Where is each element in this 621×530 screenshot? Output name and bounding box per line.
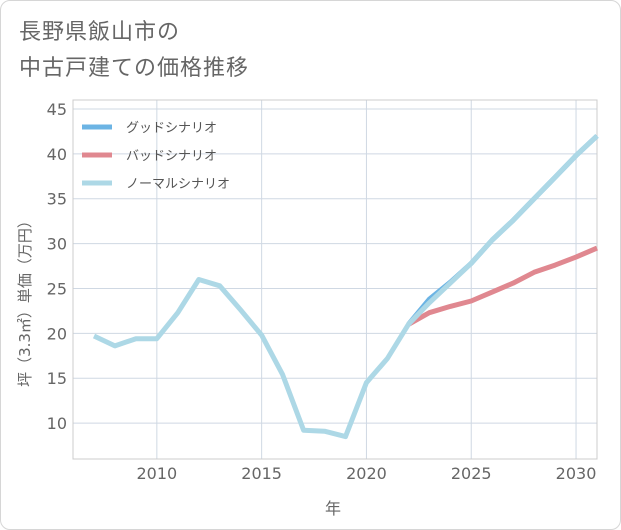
legend-label-3: ノーマルシナリオ [126,177,230,192]
series-line-2 [407,245,598,327]
x-tick-label-2020: 2020 [346,464,387,483]
chart-title: 長野県飯山市の 中古戸建ての価格推移 [19,15,249,87]
y-tick-label-20: 20 [47,324,67,343]
chart-title-line-1: 長野県飯山市の [19,20,181,45]
y-tick-label-40: 40 [47,145,67,164]
legend-label-2: バッドシナリオ [126,149,217,164]
y-tick-label-25: 25 [47,279,67,298]
y-tick-label-35: 35 [47,190,67,209]
x-tick-label-2025: 2025 [451,464,492,483]
y-axis-label: 坪（3.3㎡）単価（万円） [16,213,34,387]
x-tick-label-2015: 2015 [241,464,282,483]
chart-title-line-2: 中古戸建ての価格推移 [19,56,250,81]
x-axis-label: 年 [325,499,341,518]
x-tick-label-2010: 2010 [136,464,177,483]
series-lines [92,134,599,440]
legend-label-1: グッドシナリオ [126,121,217,136]
x-tick-label-2030: 2030 [556,464,597,483]
plot-area [72,99,598,460]
y-tick-label-10: 10 [47,414,67,433]
series-line-3 [92,134,599,440]
y-tick-label-45: 45 [47,100,67,119]
y-tick-label-15: 15 [47,369,67,388]
y-tick-label-30: 30 [47,235,67,254]
